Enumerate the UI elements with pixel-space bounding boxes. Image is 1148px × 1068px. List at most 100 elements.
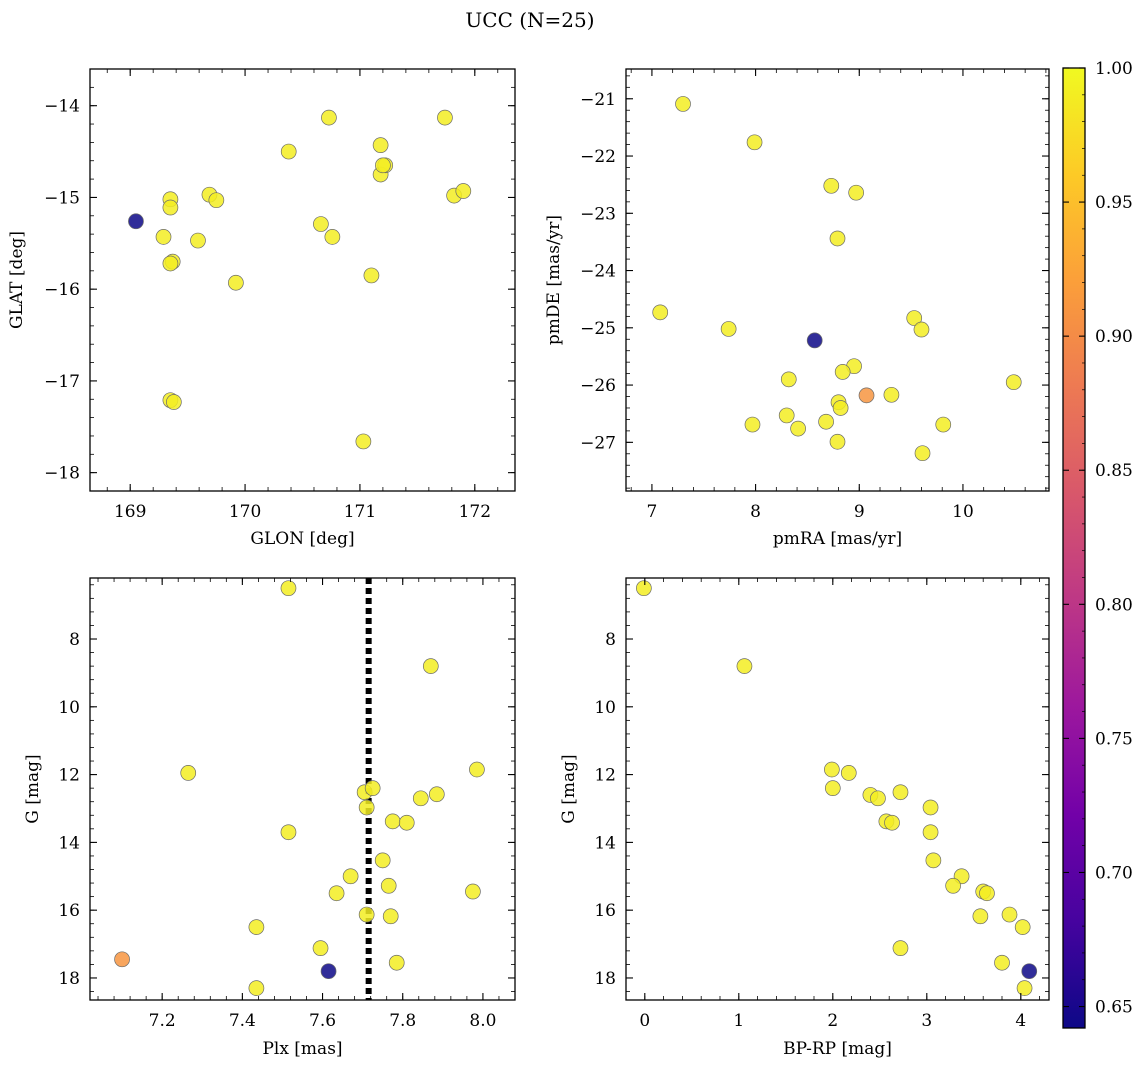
glon-glat-point-22 <box>437 109 453 126</box>
glon-glat-point-18 <box>372 137 389 153</box>
pmra-pmde-point-23 <box>829 433 846 450</box>
colorbar-tick-label-0: 0.65 <box>1095 998 1133 1018</box>
bprp-g-point-20 <box>892 940 909 956</box>
colorbar-tick-label-6: 0.95 <box>1095 193 1133 213</box>
pmra-pmde-point-13 <box>858 387 875 404</box>
colorbar: 0.65 0.70 0.75 0.80 0.85 0.90 0.95 1.00 <box>1062 59 1133 1029</box>
pmra-pmde-ytick-label-2: −23 <box>580 204 616 224</box>
bprp-g-point-3 <box>840 765 857 781</box>
plx-g-point-0 <box>280 580 297 597</box>
bprp-g-ytick-label-3: 14 <box>594 833 616 853</box>
glon-glat-xlabel: GLON [deg] <box>250 529 354 549</box>
glon-glat-point-17 <box>363 267 380 284</box>
bprp-g-frame <box>625 577 1050 1001</box>
plx-g-ytick-label-3: 14 <box>58 833 80 853</box>
glon-glat-point-6 <box>190 232 206 249</box>
colorbar-gradient <box>1062 67 1086 1029</box>
figure-title: UCC (N=25) <box>465 8 594 32</box>
pmra-pmde-point-8 <box>906 310 923 326</box>
plx-g-point-19 <box>248 919 265 935</box>
plx-g-ytick-label-1: 10 <box>58 698 80 718</box>
pmra-pmde-ylabel: pmDE [mas/yr] <box>544 215 564 345</box>
pmra-pmde-point-2 <box>823 177 840 194</box>
plx-g-point-23 <box>320 963 337 980</box>
bprp-g-point-11 <box>922 824 939 841</box>
glon-glat-point-11 <box>166 394 182 410</box>
plx-g-xlabel: Plx [mas] <box>262 1039 342 1059</box>
bprp-g-ytick-label-4: 16 <box>594 901 616 921</box>
plx-g-ytick-label-2: 12 <box>58 766 80 786</box>
pmra-pmde-point-21 <box>818 413 834 430</box>
bprp-g-point-0 <box>636 580 652 597</box>
glon-glat-xtick-label-3: 172 <box>459 502 491 522</box>
colorbar-tick-label-3: 0.80 <box>1095 595 1133 615</box>
pmra-pmde-xtick-label-3: 10 <box>952 502 974 522</box>
plx-g-ytick-label-5: 18 <box>58 969 80 989</box>
pmra-pmde-ytick-label-3: −24 <box>580 262 616 282</box>
glon-glat-ticks: 169 170 171 172 −14 −15 −16 −17 −18 <box>44 68 515 522</box>
glon-glat-point-3 <box>162 199 179 216</box>
bprp-g-xtick-label-0: 0 <box>639 1011 650 1031</box>
plx-g-ytick-label-0: 8 <box>69 630 80 650</box>
pmra-pmde-xlabel: pmRA [mas/yr] <box>773 529 902 549</box>
pmra-pmde-ytick-label-1: −22 <box>580 147 616 167</box>
pmra-pmde-point-24 <box>914 445 931 462</box>
bprp-g-xtick-label-1: 1 <box>733 1011 744 1031</box>
bprp-g-point-16 <box>979 885 995 902</box>
plx-g-point-6 <box>428 786 445 803</box>
plx-g-points <box>114 578 485 1000</box>
pmra-pmde-point-10 <box>780 371 797 388</box>
plx-g-point-22 <box>388 954 405 971</box>
plx-g-point-3 <box>469 761 485 778</box>
pmra-pmde-point-5 <box>652 304 669 321</box>
glon-glat-point-8 <box>208 192 225 209</box>
glon-glat-point-21 <box>375 157 391 174</box>
bprp-g-point-2 <box>824 761 840 778</box>
pmra-pmde-point-9 <box>913 321 930 338</box>
bprp-g-point-7 <box>892 784 909 801</box>
bprp-g-point-6 <box>870 790 886 807</box>
bprp-g-xtick-label-3: 3 <box>921 1011 932 1031</box>
glon-glat-point-15 <box>324 229 341 245</box>
plx-g-ticks: 7.2 7.4 7.6 7.8 8.0 8 10 12 14 16 18 <box>58 578 516 1031</box>
glon-glat-xtick-label-2: 171 <box>344 502 376 522</box>
glon-glat-point-1 <box>155 229 172 245</box>
pmra-pmde-xtick-label-2: 9 <box>854 502 865 522</box>
pmra-pmde-xtick-label-1: 8 <box>750 502 761 522</box>
pmra-pmde-point-17 <box>832 400 849 416</box>
bprp-g-point-1 <box>736 658 753 674</box>
plx-g-point-14 <box>380 877 397 894</box>
pmra-pmde-point-20 <box>790 420 806 437</box>
pmra-pmde-frame <box>625 68 1050 492</box>
bprp-g-xtick-label-4: 4 <box>1015 1011 1026 1031</box>
pmra-pmde-points <box>652 96 1022 462</box>
plx-g-point-17 <box>358 906 375 923</box>
panel-pmra-pmde: 7 8 9 10 −21 −22 −23 −24 −25 −26 −27 pmRA [mas/yr]… <box>544 68 1050 549</box>
plx-g-ytick-label-4: 16 <box>58 901 80 921</box>
plx-g-point-24 <box>248 980 265 996</box>
glon-glat-points <box>128 109 472 450</box>
pmra-pmde-point-15 <box>1005 374 1022 391</box>
glon-glat-ytick-label-3: −17 <box>44 372 80 392</box>
panel-plx-g: 7.2 7.4 7.6 7.8 8.0 8 10 12 14 16 18 Plx [mas] G [… <box>23 577 516 1059</box>
glon-glat-xtick-label-1: 170 <box>229 502 261 522</box>
plx-g-point-20 <box>312 940 329 956</box>
colorbar-tick-label-5: 0.90 <box>1095 327 1133 347</box>
bprp-g-point-17 <box>1001 906 1018 923</box>
bprp-g-point-19 <box>1014 919 1031 935</box>
glon-glat-point-24 <box>455 183 472 199</box>
plx-g-point-9 <box>384 813 401 830</box>
bprp-g-point-21 <box>994 954 1010 971</box>
plx-g-xtick-label-4: 8.0 <box>469 1011 496 1031</box>
pmra-pmde-point-0 <box>675 96 691 112</box>
glon-glat-frame <box>89 68 516 492</box>
glon-glat-ytick-label-1: −15 <box>44 188 80 208</box>
pmra-pmde-point-12 <box>834 364 851 380</box>
bprp-g-ytick-label-5: 18 <box>594 969 616 989</box>
plx-g-point-12 <box>374 852 391 869</box>
colorbar-tick-label-2: 0.75 <box>1095 729 1133 749</box>
bprp-g-xtick-label-2: 2 <box>827 1011 838 1031</box>
bprp-g-point-10 <box>884 814 900 831</box>
bprp-g-ytick-label-2: 12 <box>594 766 616 786</box>
